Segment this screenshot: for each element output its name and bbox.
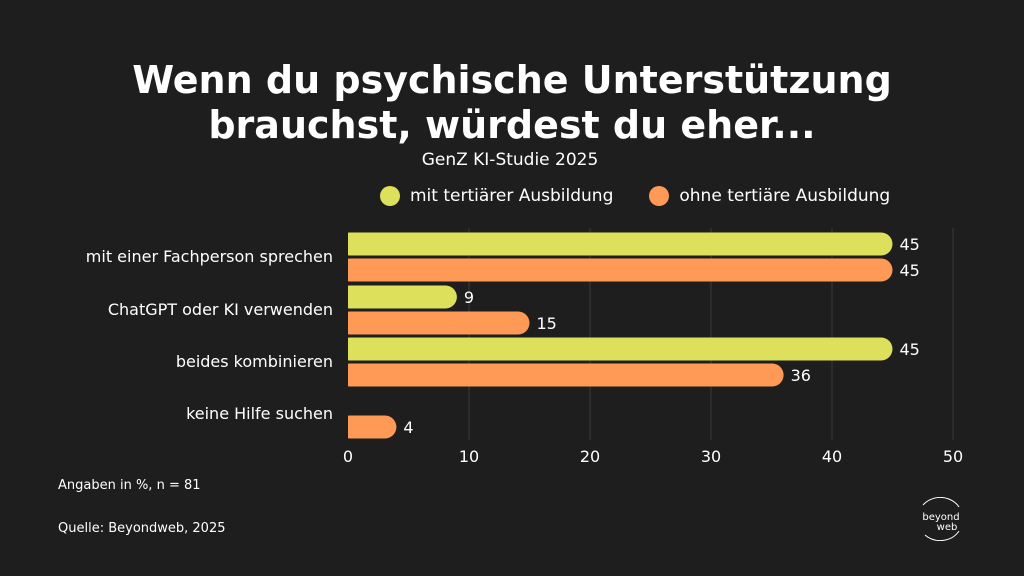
beyondweb-logo: beyond web [922,497,960,541]
x-tick-label-10: 10 [459,447,479,466]
x-tick-label-50: 50 [943,447,963,466]
legend-item-tertiary: mit tertiärer Ausbildung [380,186,613,206]
logo-text-1: beyond [922,512,959,523]
legend-label-non-tertiary: ohne tertiäre Ausbildung [679,186,891,206]
x-tick-label-20: 20 [580,447,600,466]
x-tick-label-40: 40 [822,447,842,466]
x-tick-label-0: 0 [343,447,353,466]
chart-legend: mit tertiärer Ausbildung ohne tertiäre A… [380,186,926,206]
bar-non-tertiary-1 [338,311,530,335]
chart-subtitle: GenZ KI-Studie 2025 [421,150,599,170]
bar-non-tertiary-2 [338,363,784,387]
data-label-non-tertiary-0: 45 [900,261,920,280]
sample-note: Angaben in %, n = 81 [58,478,201,493]
category-label-0: mit einer Fachperson sprechen [86,247,333,266]
data-label-tertiary-2: 45 [900,340,920,359]
category-label-3: keine Hilfe suchen [186,404,333,423]
bar-tertiary-2 [338,337,893,361]
chart-title-line-1: Wenn du psychische Unterstützung [132,58,892,102]
bar-non-tertiary-0 [338,258,893,282]
chart-title-line-2: brauchst, würdest du eher... [208,103,816,147]
data-label-tertiary-1: 9 [464,288,474,307]
chart-title: Wenn du psychische Unterstützung brauchs… [0,58,1024,148]
legend-label-tertiary: mit tertiärer Ausbildung [410,186,614,206]
data-label-tertiary-0: 45 [900,235,920,254]
logo-arc-bottom [924,530,960,541]
source-note: Quelle: Beyondweb, 2025 [58,521,226,536]
bar-tertiary-1 [338,285,457,309]
bar-tertiary-0 [338,232,893,256]
bar-non-tertiary-3 [338,415,397,439]
category-label-2: beides kombinieren [176,352,333,371]
legend-swatch-non-tertiary [649,186,670,206]
axis-mask [336,228,348,440]
legend-item-non-tertiary: ohne tertiäre Ausbildung [649,186,890,206]
legend-swatch-tertiary [380,186,400,206]
data-label-non-tertiary-1: 15 [537,314,557,333]
category-label-1: ChatGPT oder KI verwenden [108,300,333,319]
data-label-non-tertiary-2: 36 [791,366,811,385]
x-tick-label-30: 30 [701,447,721,466]
logo-text-2: web [937,522,958,533]
logo-arc-top [922,497,960,508]
data-label-non-tertiary-3: 4 [403,418,413,437]
